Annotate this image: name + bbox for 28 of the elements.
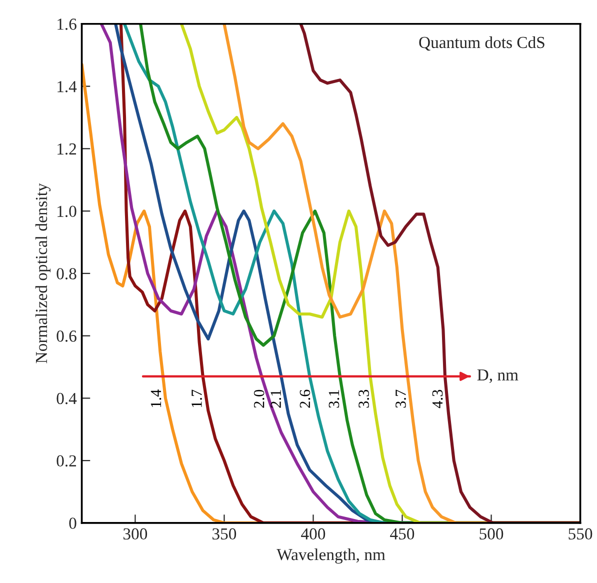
text: 3.3 [358, 390, 369, 408]
x-axis-title: Wavelength, nm [276, 548, 386, 564]
x-tick-label: 500 [480, 528, 504, 540]
text: Quantum dots CdS [419, 36, 544, 51]
x-tick-label: 300 [123, 528, 148, 540]
y-tick-label: 0.2 [56, 455, 76, 467]
text: 2.0 [254, 390, 264, 408]
text: 4.3 [432, 390, 443, 408]
x-tick-label: 450 [390, 528, 414, 540]
y-tick-label: 1.6 [58, 18, 76, 30]
text: 3.7 [396, 390, 406, 408]
text: 1.4 [150, 390, 162, 408]
y-tick-label: 1.4 [58, 81, 77, 92]
x-tick-label: 400 [301, 528, 326, 540]
x-tick-label: 350 [212, 528, 236, 540]
text: 2.6 [300, 390, 310, 408]
text: 2.1 [270, 390, 282, 408]
x-tick-label: 550 [568, 528, 592, 540]
y-tick-label: 1.0 [58, 206, 76, 218]
y-tick-label: 0.8 [56, 268, 76, 280]
ref-line-label: D, nm [477, 369, 518, 383]
y-tick-label: 0.6 [56, 330, 76, 342]
y-tick-label: 1.2 [58, 143, 76, 155]
y-tick-label: 0 [69, 518, 76, 529]
y-axis-title: Normalized optical density [35, 183, 51, 364]
text: 3.1 [328, 390, 340, 408]
text: 1.7 [192, 390, 202, 408]
y-tick-label: 0.4 [56, 392, 77, 404]
